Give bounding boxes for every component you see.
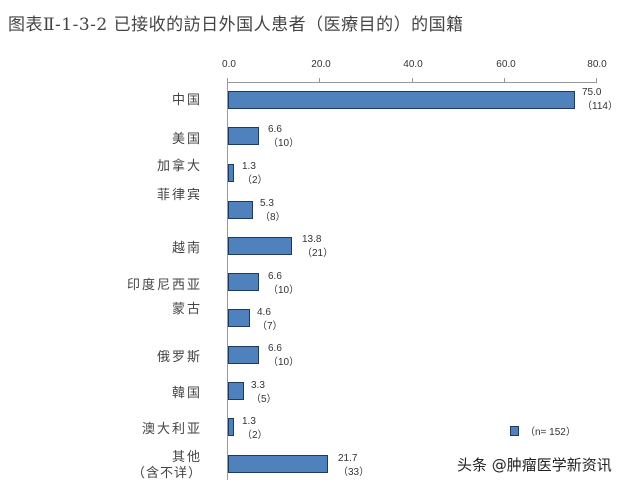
bar-vietnam (228, 237, 292, 255)
x-tick-mark (596, 78, 597, 83)
bar-philippines (228, 201, 253, 219)
category-label: 中国 (171, 93, 202, 108)
category-label: 加拿大 (156, 159, 202, 174)
category-label: 蒙古 (171, 302, 202, 317)
bar-other (228, 455, 328, 473)
x-tick-label: 20.0 (311, 59, 331, 70)
category-label: 菲律宾 (156, 188, 202, 203)
value-label: 3.3 （5） (251, 380, 277, 405)
value-label: 5.3 （8） (260, 198, 286, 223)
legend: （n= 152） (510, 423, 576, 438)
x-tick-label: 0.0 (222, 59, 236, 70)
bar-korea (228, 382, 244, 400)
bar-usa (228, 127, 259, 145)
value-label: 6.6 （10） (268, 343, 300, 368)
bar-australia (228, 418, 234, 436)
value-label: 6.6 （10） (268, 271, 300, 296)
x-tick-label: 80.0 (587, 59, 607, 70)
value-label: 21.7 （33） (338, 453, 370, 478)
category-label: 其他 （含不详） (131, 450, 202, 481)
value-label: 1.3 （2） (242, 416, 268, 441)
bar-china (228, 91, 575, 109)
x-tick-mark (412, 78, 413, 83)
x-tick-label: 40.0 (403, 59, 423, 70)
chart-title: 图表Ⅱ-1-3-2 已接收的訪日外国人患者（医療目的）的国籍 (8, 15, 464, 35)
bar-mongolia (228, 309, 250, 327)
x-tick-mark (227, 78, 228, 83)
y-axis-line (227, 82, 228, 480)
category-label: 澳大利亚 (141, 422, 202, 437)
bar-indonesia (228, 273, 259, 291)
value-label: 6.6 （10） (268, 124, 300, 149)
value-label: 4.6 （7） (257, 307, 283, 332)
bar-canada (228, 164, 234, 182)
category-label: 韓国 (171, 386, 202, 401)
x-tick-label: 60.0 (496, 59, 516, 70)
category-label: 俄罗斯 (156, 350, 202, 365)
value-label: 1.3 （2） (242, 161, 268, 186)
watermark: 头条 @肿瘤医学新资讯 (457, 456, 612, 474)
category-label: 印度尼西亚 (126, 278, 202, 293)
value-label: 13.8 （21） (302, 234, 334, 259)
x-tick-mark (504, 78, 505, 83)
category-label: 越南 (171, 241, 202, 256)
value-label: 75.0 （114） (582, 87, 618, 112)
x-tick-mark (319, 78, 320, 83)
legend-swatch-icon (510, 425, 519, 436)
legend-label: （n= 152） (525, 427, 576, 438)
bar-russia (228, 346, 259, 364)
category-label: 美国 (171, 132, 202, 147)
